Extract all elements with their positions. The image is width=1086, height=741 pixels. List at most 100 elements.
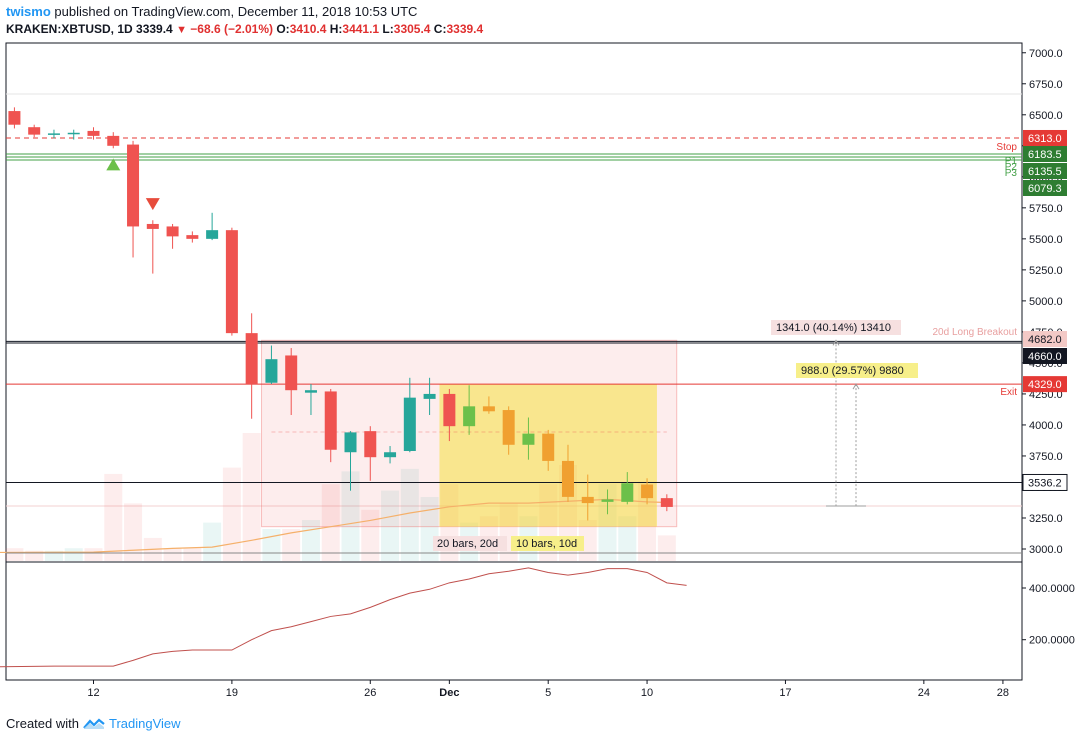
price-change: −68.6 (−2.01%) [186,22,277,36]
sell-signal-icon [145,198,160,211]
y-tick-label: 5750.0 [1029,203,1063,215]
level2-price-label-bg [1023,474,1067,491]
open-value: 3410.4 [289,22,327,36]
p3-price-label: 6135.5 [1028,166,1062,178]
y-tick-label: 5250.0 [1029,265,1063,277]
candle-up [621,483,634,502]
candle-up [67,132,80,135]
measure2-label: 988.0 (29.57%) 9880 [801,365,904,377]
publish-info: published on TradingView.com, December 1… [50,4,418,19]
down-arrow-icon: ▼ [176,24,187,36]
measure1-label: 1341.0 (40.14%) 13410 [776,322,891,334]
author-link[interactable]: twismo [6,4,51,19]
p1-price-label-bg [1023,146,1067,162]
volume-bar [104,473,123,561]
measure-arrow-icon [832,339,840,346]
breakout-price-label: 4682.0 [1028,334,1062,346]
candle-up [265,359,278,383]
close-value: 3339.4 [446,22,484,36]
symbol-label: KRAKEN:XBTUSD, 1D [6,22,137,36]
candle-down [581,496,594,504]
plot-frame [5,42,1023,681]
x-tick-label: 19 [226,687,238,699]
tradingview-logo-icon [83,718,105,729]
candle-down [285,355,298,391]
candle-up [601,499,614,502]
candle-up [403,397,416,451]
candle-down [641,484,654,499]
measure1-label-bg [771,320,901,335]
tradingview-link[interactable]: TradingView [108,716,181,731]
volume-bar [64,548,83,561]
ind-y-tick-label: 400.0000 [1029,583,1075,595]
range-10d-label-bg [511,536,584,551]
x-tick-label: 28 [997,687,1009,699]
publish-header: twismo published on TradingView.com, Dec… [6,4,417,19]
ohlc-header: KRAKEN:XBTUSD, 1D 3339.4 ▼ −68.6 (−2.01%… [6,22,483,36]
low-label: L: [379,22,394,36]
candle-up [344,432,357,453]
high-value: 3441.1 [342,22,380,36]
exit-price-label-bg [1023,376,1067,393]
buy-signal-icon [106,158,121,171]
volume-bar [163,548,182,561]
x-tick-label: 26 [364,687,376,699]
level-price-label-bg [1023,348,1067,364]
breakout-text: 20d Long Breakout [932,327,1017,338]
low-value: 3305.4 [393,22,431,36]
candle-up [304,390,317,393]
level2-price-label: 3536.2 [1028,477,1062,489]
volume-bar [203,522,222,561]
candle-down [87,130,100,136]
last-price: 3339.4 [136,22,173,36]
y-tick-label: 3250.0 [1029,513,1063,525]
candle-down [186,235,199,239]
candle-down [225,230,238,334]
indicator-line [0,567,687,668]
candle-up [47,133,60,135]
y-tick-label: 7000.0 [1029,48,1063,60]
range-20d-label-bg [433,536,507,551]
x-tick-label: Dec [439,687,459,699]
measure2-label-bg [796,363,918,378]
range-10d-label: 10 bars, 10d [516,538,577,550]
p2-text: P2 [1005,162,1018,173]
candle-down [127,144,140,227]
candle-down [28,127,41,135]
volume-bar [183,548,202,561]
breakout-price-label-bg [1023,331,1067,347]
volume-bar [361,509,380,561]
x-tick-label: 12 [87,687,99,699]
candles [8,107,673,521]
candle-down [482,406,495,412]
y-tick-label: 6500.0 [1029,110,1063,122]
candle-down [245,333,258,385]
volume-bar [657,535,676,561]
volume-bar [400,468,419,561]
candle-up [423,393,436,399]
candle-down [561,460,574,497]
range-20d-label: 20 bars, 20d [437,538,498,550]
level2-price-label-border [1022,473,1068,491]
ind-y-tick-label: 200.0000 [1029,635,1075,647]
volume-bar [84,548,103,561]
volume-bar [5,548,24,561]
level-price-label: 4660.0 [1028,351,1062,363]
y-tick-label: 3750.0 [1029,451,1063,463]
candle-down [8,111,21,125]
volume-bar [44,550,63,561]
open-label: O: [276,22,290,36]
candle-up [463,406,476,427]
y-tick-label: 5500.0 [1029,234,1063,246]
ma-line [0,498,667,554]
volume-bar [321,484,340,561]
volume-bar [618,516,637,561]
p4-price-label: 6079.3 [1028,183,1062,195]
volume-bar [242,433,261,561]
volume-bar [381,490,400,561]
candle-up [206,230,219,239]
created-with: Created with [6,716,79,731]
volume-bar [124,503,143,561]
volume-bar [262,529,281,561]
